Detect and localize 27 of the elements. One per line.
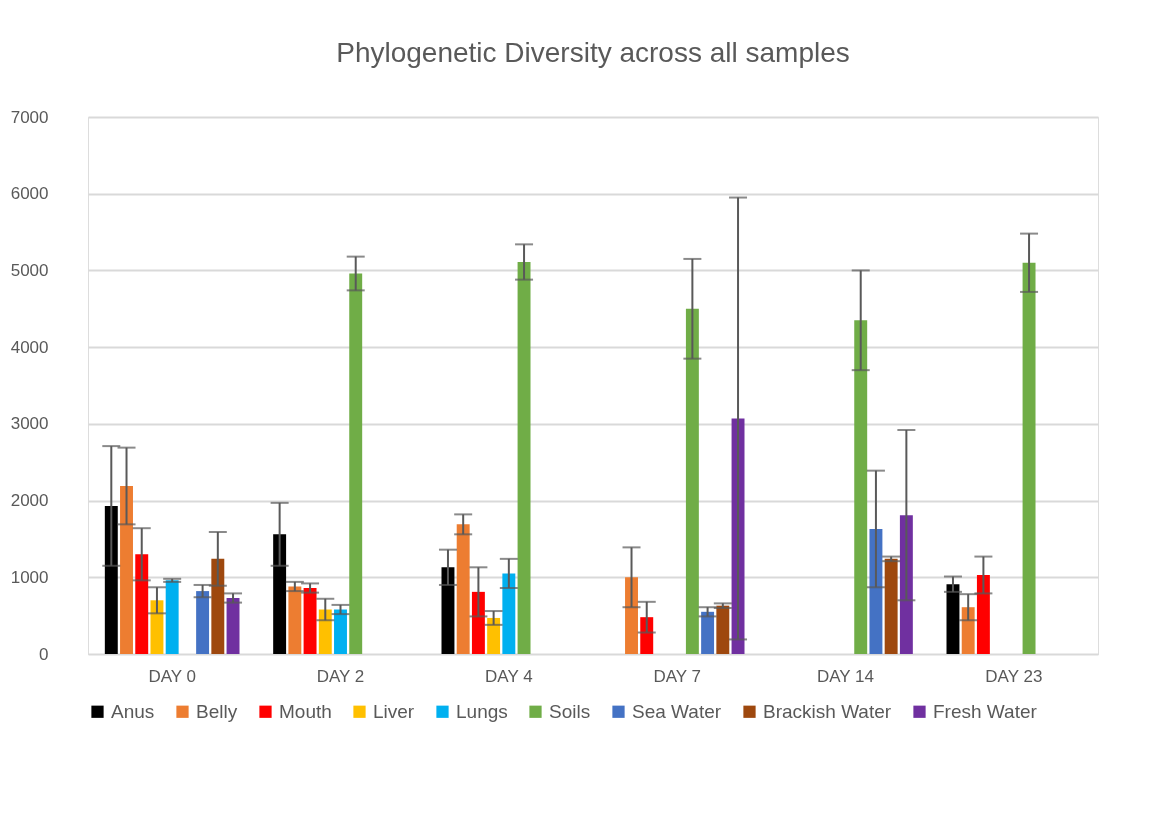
legend-label: Fresh Water — [933, 700, 1038, 722]
y-tick-label: 3000 — [10, 414, 49, 434]
x-tick-label: DAY 0 — [148, 666, 196, 686]
bar — [226, 598, 240, 654]
legend-label: Belly — [196, 700, 238, 722]
legend-label: Soils — [549, 700, 591, 722]
x-tick-label: DAY 7 — [653, 666, 701, 686]
bar — [869, 528, 883, 654]
y-tick-label: 0 — [39, 644, 49, 664]
x-tick-label: DAY 14 — [816, 666, 875, 686]
y-tick-label: 1000 — [10, 567, 49, 587]
chart-title: Phylogenetic Diversity across all samples — [336, 37, 850, 68]
y-tick-label: 7000 — [10, 107, 49, 127]
legend-label: Mouth — [279, 700, 332, 722]
x-tick-label: DAY 4 — [485, 666, 533, 686]
legend-label: Liver — [373, 700, 415, 722]
legend-label: Anus — [111, 700, 155, 722]
legend-label: Lungs — [456, 700, 508, 722]
x-tick-label: DAY 2 — [316, 666, 365, 686]
x-tick-label: DAY 23 — [985, 666, 1043, 686]
legend-label: Sea Water — [632, 700, 722, 722]
y-tick-label: 4000 — [10, 337, 49, 357]
y-tick-label: 5000 — [10, 260, 49, 280]
y-tick-label: 2000 — [10, 491, 49, 511]
y-tick-label: 6000 — [10, 184, 49, 204]
bar — [165, 580, 179, 654]
legend-label: Brackish Water — [763, 700, 892, 722]
